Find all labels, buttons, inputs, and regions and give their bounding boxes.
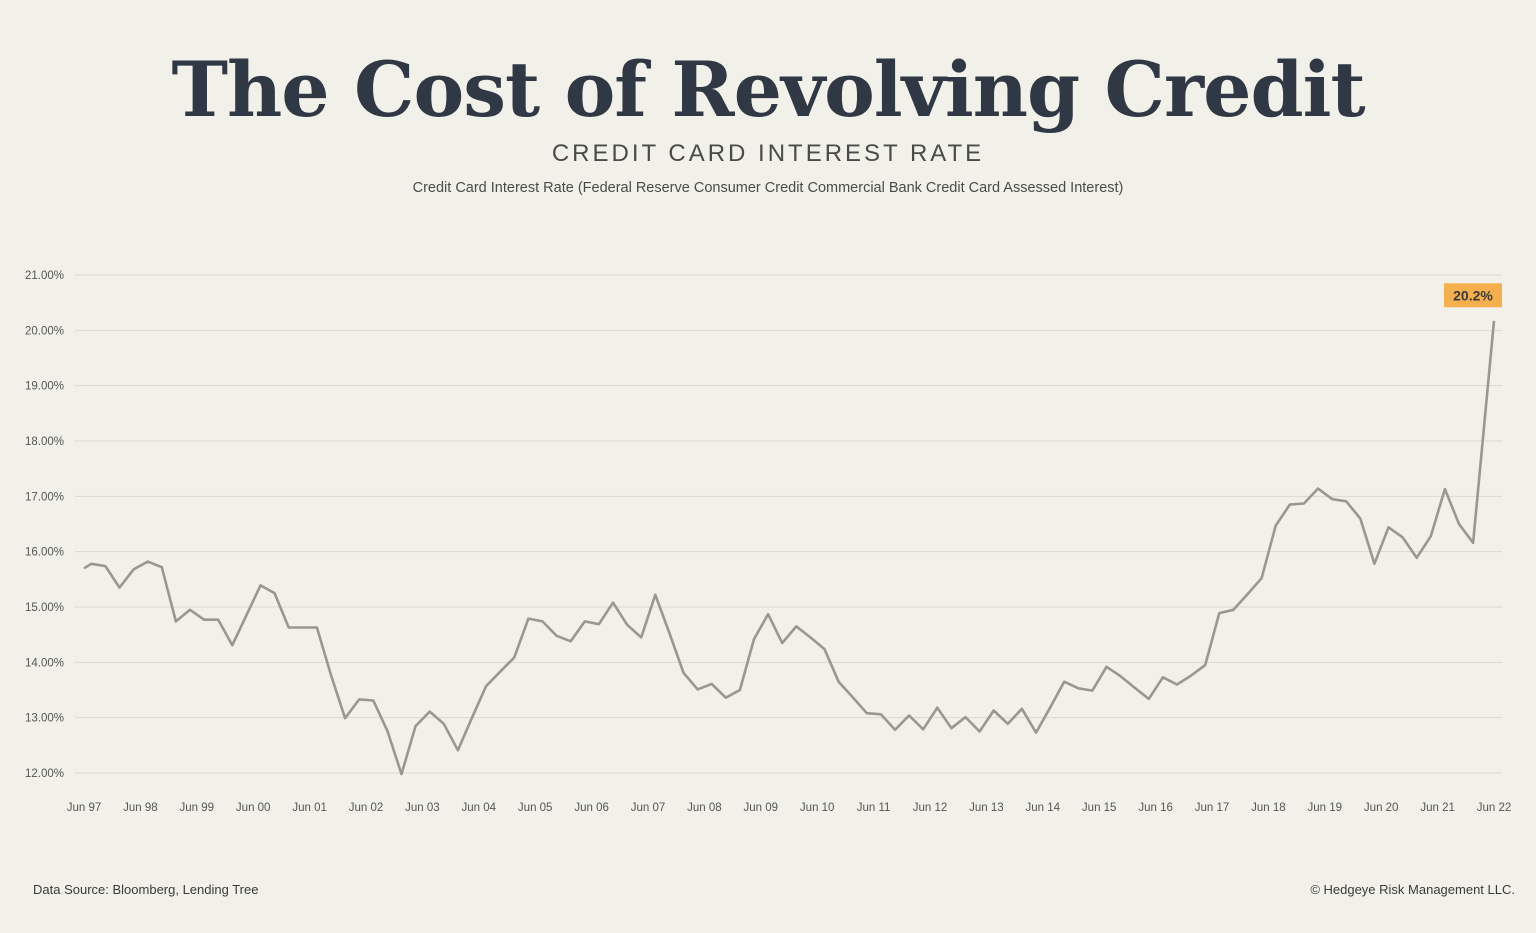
y-tick-label: 21.00% [25, 270, 64, 282]
x-tick-label: Jun 05 [518, 802, 553, 814]
y-tick-label: 17.00% [25, 491, 64, 503]
x-tick-label: Jun 98 [123, 802, 158, 814]
x-tick-label: Jun 08 [687, 802, 722, 814]
series-line [83, 320, 1496, 776]
chart-description: Credit Card Interest Rate (Federal Reser… [412, 180, 1124, 196]
x-tick-label: Jun 14 [1026, 802, 1061, 814]
x-tick-label: Jun 02 [349, 802, 384, 814]
x-tick-label: Jun 06 [574, 802, 609, 814]
x-tick-label: Jun 99 [180, 802, 215, 814]
data-source-note: Data Source: Bloomberg, Lending Tree [33, 882, 259, 897]
x-tick-label: Jun 01 [292, 802, 327, 814]
y-tick-label: 14.00% [25, 657, 64, 669]
copyright-note: © Hedgeye Risk Management LLC. [1310, 882, 1515, 897]
x-tick-label: Jun 15 [1082, 802, 1117, 814]
y-tick-label: 20.00% [25, 325, 64, 337]
x-tick-label: Jun 03 [405, 802, 440, 814]
x-tick-label: Jun 07 [631, 802, 666, 814]
x-tick-label: Jun 10 [800, 802, 835, 814]
x-tick-label: Jun 19 [1308, 802, 1343, 814]
x-tick-label: Jun 13 [969, 802, 1004, 814]
x-tick-label: Jun 17 [1195, 802, 1230, 814]
x-tick-label: Jun 09 [744, 802, 779, 814]
annotation-badge [1444, 283, 1502, 308]
y-tick-label: 16.00% [25, 547, 64, 559]
annotation-label: 20.2% [1453, 287, 1493, 303]
y-tick-label: 13.00% [25, 713, 64, 725]
x-tick-label: Jun 11 [857, 802, 891, 814]
x-tick-label: Jun 21 [1420, 802, 1455, 814]
x-tick-label: Jun 00 [236, 802, 271, 814]
y-tick-label: 12.00% [25, 768, 64, 780]
chart-subtitle: CREDIT CARD INTEREST RATE [551, 140, 985, 167]
x-tick-label: Jun 04 [462, 802, 497, 814]
y-tick-label: 15.00% [25, 602, 64, 614]
page-title: The Cost of Revolving Credit [171, 45, 1365, 134]
x-tick-label: Jun 16 [1138, 802, 1173, 814]
y-tick-label: 19.00% [25, 381, 64, 393]
x-tick-label: Jun 97 [67, 802, 102, 814]
x-tick-label: Jun 20 [1364, 802, 1399, 814]
x-tick-label: Jun 18 [1251, 802, 1286, 814]
x-tick-label: Jun 12 [913, 802, 948, 814]
y-tick-label: 18.00% [25, 436, 64, 448]
x-tick-label: Jun 22 [1477, 802, 1512, 814]
